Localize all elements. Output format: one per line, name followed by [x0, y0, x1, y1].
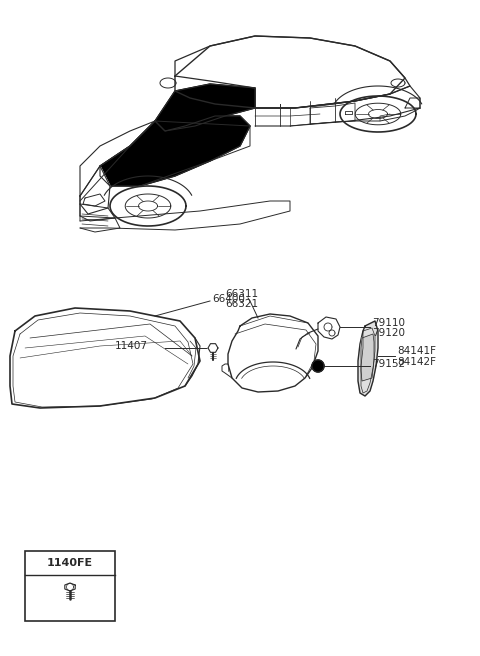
Polygon shape [110, 186, 186, 226]
Text: 84141F: 84141F [397, 346, 436, 356]
Polygon shape [100, 116, 250, 186]
Text: 79152: 79152 [372, 359, 405, 369]
Polygon shape [65, 583, 75, 591]
Polygon shape [358, 321, 378, 396]
Text: 1140FE: 1140FE [47, 558, 93, 568]
Text: 79120: 79120 [372, 328, 405, 338]
Polygon shape [318, 317, 340, 339]
Text: 79110: 79110 [372, 318, 405, 328]
Polygon shape [361, 334, 374, 381]
Polygon shape [312, 360, 324, 372]
Bar [25, 551, 115, 621]
Polygon shape [155, 84, 255, 131]
Polygon shape [340, 96, 416, 132]
Polygon shape [80, 204, 115, 221]
Text: 66400: 66400 [212, 294, 245, 304]
Polygon shape [208, 344, 218, 352]
Polygon shape [175, 36, 405, 108]
Polygon shape [160, 78, 176, 88]
Text: 84142F: 84142F [397, 357, 436, 367]
Polygon shape [80, 166, 110, 214]
Polygon shape [228, 314, 318, 392]
Text: 66321: 66321 [225, 299, 258, 309]
Text: 66311: 66311 [225, 289, 258, 299]
Text: 11407: 11407 [115, 341, 148, 351]
Polygon shape [10, 308, 200, 408]
Polygon shape [391, 79, 405, 87]
